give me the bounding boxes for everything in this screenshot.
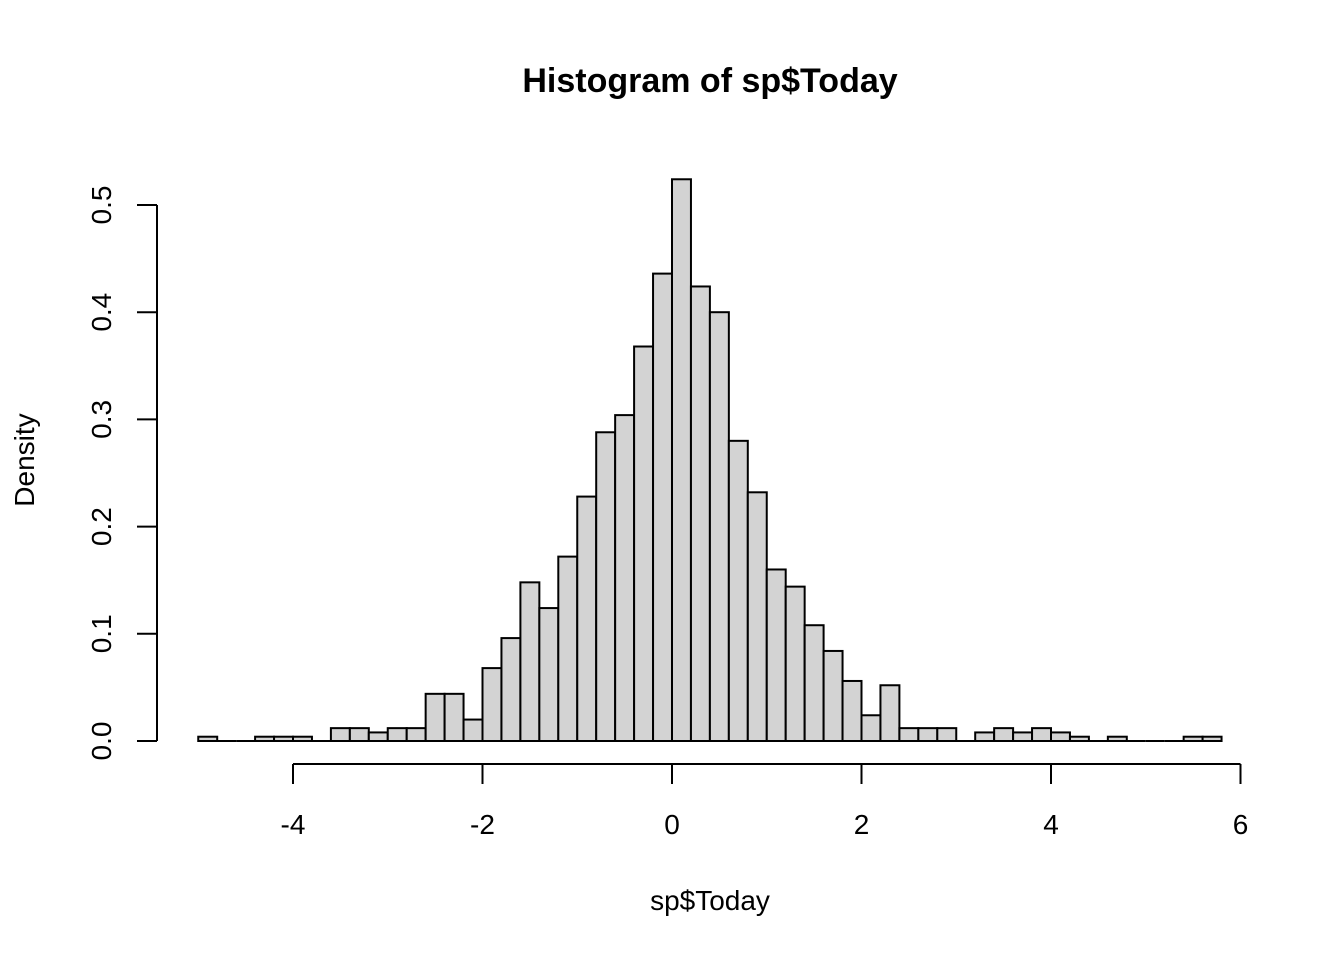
histogram-bar [500, 637, 522, 743]
histogram-bar [519, 581, 541, 742]
histogram-bar [689, 285, 711, 742]
histogram-bar [462, 718, 484, 742]
histogram-bar [746, 491, 768, 742]
histogram-bar [822, 649, 844, 743]
histogram-bar [614, 414, 636, 742]
y-tick-label: 0.1 [86, 614, 117, 653]
histogram-bar [652, 272, 673, 742]
histogram-bar [1106, 735, 1128, 742]
histogram-bar [197, 735, 219, 742]
histogram-bars [197, 178, 1223, 743]
histogram-bar [1012, 731, 1034, 743]
histogram-bar [1068, 735, 1090, 742]
histogram-bar [481, 667, 503, 742]
histogram-bar [671, 178, 692, 743]
histogram-bar [254, 735, 276, 742]
histogram-bar [860, 714, 882, 742]
y-tick-label: 0.2 [86, 507, 117, 546]
histogram-bar [405, 727, 427, 742]
histogram-bar [765, 568, 787, 742]
y-axis: 0.0 0.1 0.2 0.3 0.4 0.5 [86, 186, 158, 761]
histogram-bar [538, 607, 560, 743]
histogram-bar [386, 727, 408, 742]
histogram-bar [1201, 735, 1223, 742]
histogram-bar [633, 345, 655, 742]
x-tick-label: -4 [281, 809, 306, 840]
histogram-bar [292, 735, 313, 742]
histogram-bar [329, 727, 351, 742]
histogram-bar [557, 555, 579, 743]
x-tick-label: -2 [470, 809, 495, 840]
histogram-bar [803, 624, 825, 742]
x-tick-label: 0 [664, 809, 680, 840]
chart-title: Histogram of sp$Today [522, 62, 897, 100]
y-tick-label: 0.3 [86, 400, 117, 439]
x-axis-label: sp$Today [650, 885, 770, 916]
histogram-bar [1050, 731, 1071, 743]
histogram-bar [708, 311, 730, 742]
histogram-bar [576, 495, 598, 743]
x-tick-label: 6 [1233, 809, 1249, 840]
histogram-bar [424, 692, 446, 742]
y-tick-label: 0.0 [86, 722, 117, 761]
x-axis: -4 -2 0 2 4 6 [281, 763, 1249, 840]
histogram-bar [348, 727, 370, 742]
histogram-bar [974, 731, 996, 743]
histogram-bar [595, 431, 617, 742]
x-tick-label: 4 [1043, 809, 1059, 840]
histogram-bar [879, 684, 901, 742]
histogram-bar [841, 679, 863, 743]
x-tick-label: 2 [854, 809, 870, 840]
y-axis-label: Density [9, 413, 40, 506]
histogram-bar [917, 727, 939, 742]
y-tick-label: 0.5 [86, 186, 117, 225]
histogram-bar [367, 731, 389, 743]
histogram-bar [443, 692, 465, 742]
histogram-bar [727, 439, 749, 742]
histogram-bar [784, 585, 806, 743]
histogram-bar [273, 735, 294, 742]
histogram-bar [936, 727, 958, 742]
histogram-bar [1031, 727, 1053, 742]
histogram-bar [1182, 735, 1204, 742]
histogram-bar [898, 727, 920, 742]
y-tick-label: 0.4 [86, 293, 117, 332]
histogram-bar [993, 727, 1015, 742]
